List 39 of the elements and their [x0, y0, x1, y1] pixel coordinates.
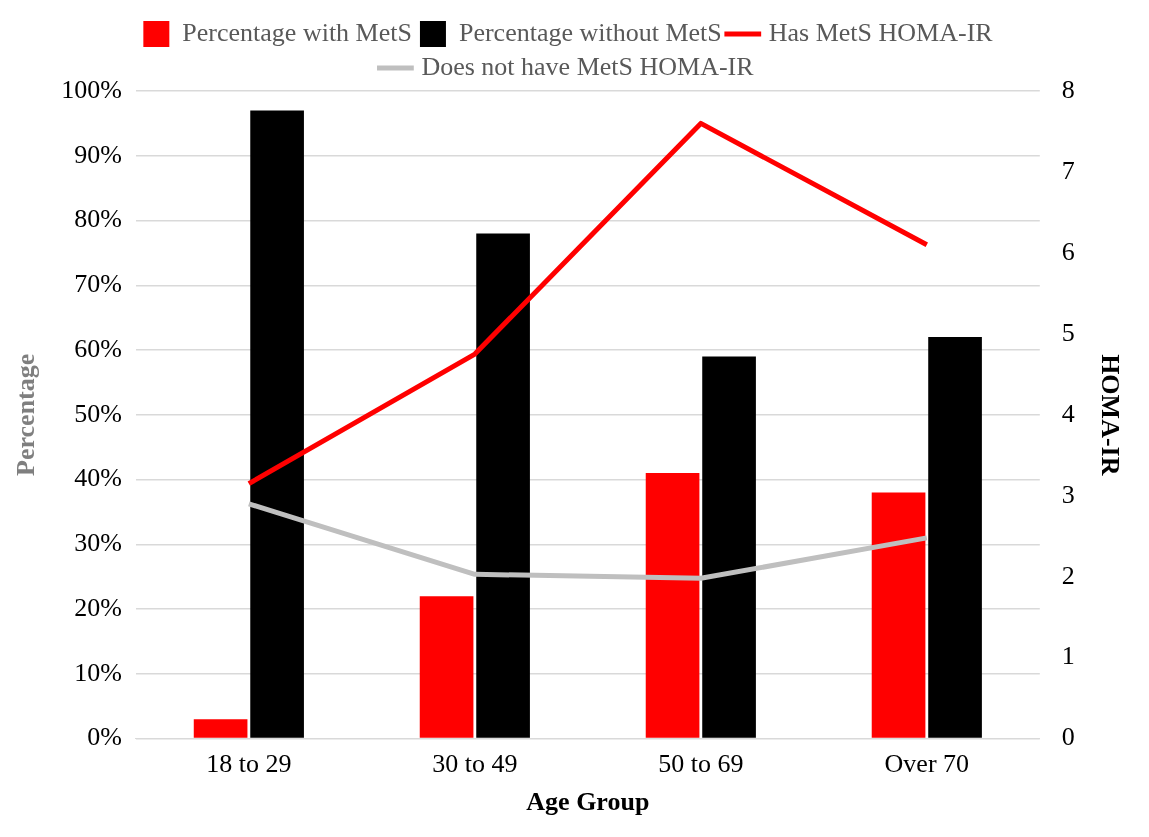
y-tick-label: 60%: [74, 333, 122, 363]
y2-tick-label: 5: [1061, 317, 1075, 347]
y-tick-label: 30%: [74, 528, 122, 558]
bar: [419, 596, 474, 738]
y-tick-label: 0%: [87, 722, 122, 752]
legend-label: Percentage with MetS: [182, 17, 412, 47]
bar: [476, 233, 530, 738]
x-tick-label: 30 to 49: [432, 749, 518, 779]
x-tick-label: Over 70: [884, 749, 970, 779]
bar: [702, 356, 756, 738]
y2-tick-label: 3: [1061, 479, 1075, 509]
y2-axis-title: HOMA-IR: [1095, 354, 1125, 476]
y-tick-label: 80%: [74, 204, 122, 234]
x-axis-title: Age Group: [526, 787, 650, 817]
y-tick-label: 70%: [74, 269, 122, 299]
y-tick-label: 10%: [74, 657, 122, 687]
legend-label: Percentage without MetS: [458, 17, 722, 47]
y2-tick-label: 2: [1061, 560, 1075, 590]
x-tick-label: 18 to 29: [206, 749, 292, 779]
x-tick-label: 50 to 69: [658, 749, 744, 779]
legend-label: Has MetS HOMA-IR: [768, 17, 994, 47]
y2-tick-label: 4: [1061, 398, 1075, 428]
y2-tick-label: 1: [1061, 641, 1075, 671]
bar: [871, 492, 926, 738]
bar: [928, 337, 982, 738]
y-tick-label: 100%: [61, 74, 122, 104]
y2-tick-label: 7: [1061, 155, 1075, 185]
bar: [250, 110, 304, 738]
y2-tick-label: 6: [1061, 236, 1075, 266]
bar: [645, 473, 700, 738]
y2-tick-label: 8: [1061, 74, 1075, 104]
bar: [193, 719, 248, 738]
y-tick-label: 90%: [74, 139, 122, 169]
y-tick-label: 20%: [74, 592, 122, 622]
y-tick-label: 50%: [74, 398, 122, 428]
y-axis-title: Percentage: [11, 353, 41, 476]
y2-tick-label: 0: [1061, 722, 1075, 752]
legend-label: Does not have MetS HOMA-IR: [421, 51, 755, 81]
y-tick-label: 40%: [74, 463, 122, 493]
